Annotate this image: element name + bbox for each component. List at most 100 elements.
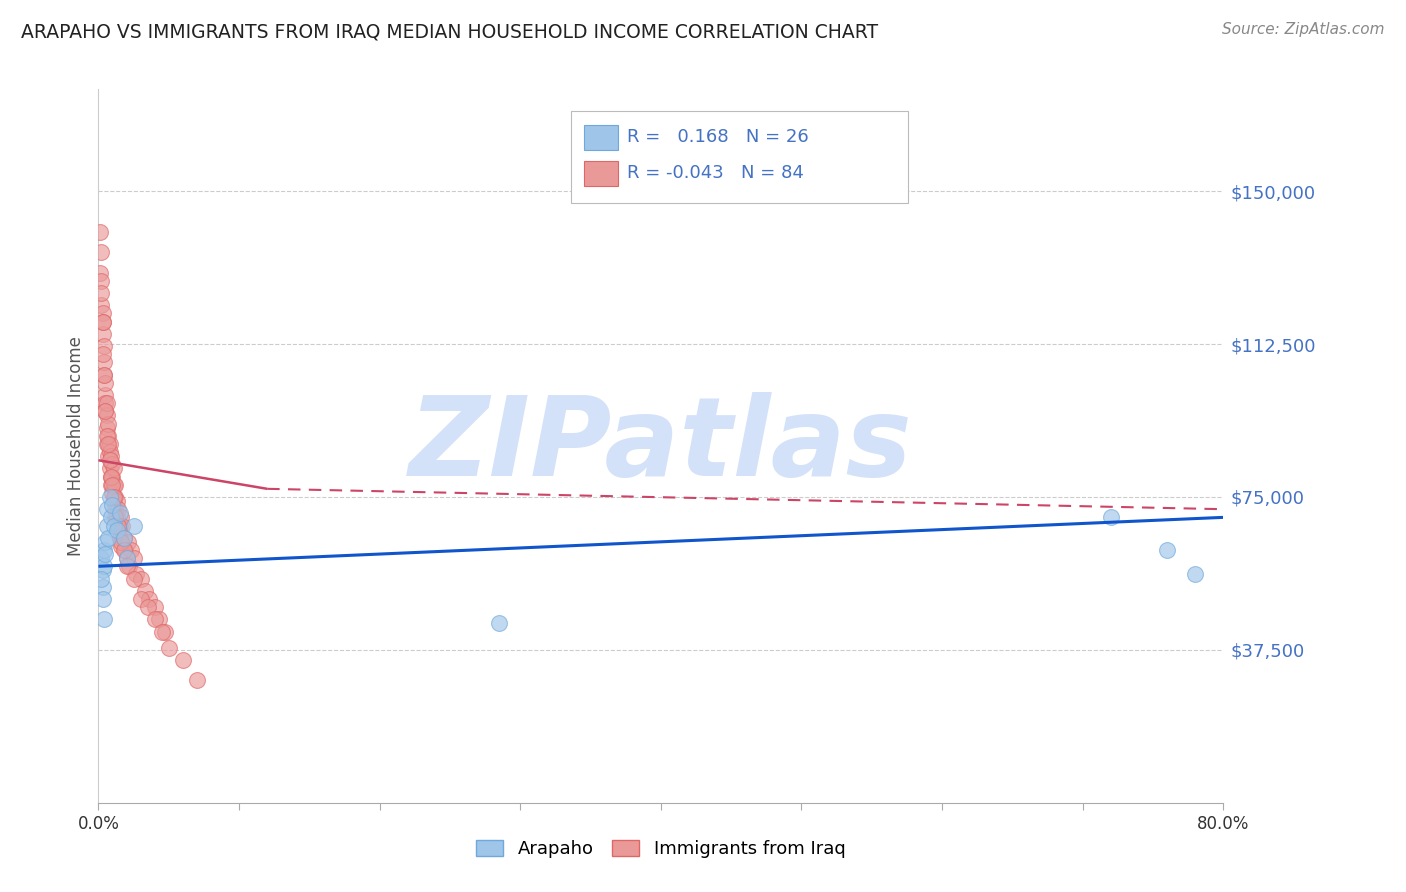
Point bbox=[122, 551, 145, 566]
Point bbox=[93, 368, 115, 382]
Point bbox=[97, 417, 120, 431]
Point bbox=[93, 368, 115, 382]
Point bbox=[103, 494, 125, 508]
Point bbox=[91, 563, 114, 577]
Point bbox=[94, 388, 117, 402]
Point bbox=[89, 266, 111, 280]
Point bbox=[94, 376, 117, 390]
Point bbox=[186, 673, 208, 688]
Point bbox=[93, 543, 115, 558]
Point bbox=[96, 396, 118, 410]
Point bbox=[488, 616, 510, 631]
Point bbox=[91, 306, 114, 320]
Point bbox=[96, 409, 118, 423]
Point bbox=[110, 534, 132, 549]
Point bbox=[108, 506, 131, 520]
Point bbox=[97, 531, 120, 545]
Point bbox=[91, 591, 114, 606]
Point bbox=[90, 274, 112, 288]
Point bbox=[91, 315, 114, 329]
Point bbox=[94, 396, 117, 410]
Point bbox=[91, 580, 114, 594]
Point bbox=[115, 559, 138, 574]
Point bbox=[122, 518, 145, 533]
Point bbox=[103, 477, 125, 491]
Point bbox=[118, 559, 141, 574]
Point bbox=[91, 347, 114, 361]
Point bbox=[93, 339, 115, 353]
Point bbox=[112, 543, 135, 558]
Point bbox=[104, 502, 127, 516]
Point bbox=[172, 653, 194, 667]
Point bbox=[150, 624, 173, 639]
Point bbox=[115, 551, 138, 566]
Point bbox=[97, 429, 120, 443]
Point bbox=[107, 518, 129, 533]
Point bbox=[100, 469, 122, 483]
Point bbox=[105, 494, 128, 508]
Point bbox=[105, 523, 128, 537]
Point bbox=[97, 449, 120, 463]
Point bbox=[157, 640, 180, 655]
Legend: Arapaho, Immigrants from Iraq: Arapaho, Immigrants from Iraq bbox=[470, 832, 852, 865]
Text: Source: ZipAtlas.com: Source: ZipAtlas.com bbox=[1222, 22, 1385, 37]
Text: ZIPatlas: ZIPatlas bbox=[409, 392, 912, 500]
Point bbox=[98, 437, 121, 451]
Point bbox=[98, 490, 121, 504]
Point bbox=[120, 543, 142, 558]
Point bbox=[125, 567, 148, 582]
Point bbox=[96, 429, 118, 443]
Point bbox=[94, 534, 117, 549]
Point bbox=[89, 225, 111, 239]
Point bbox=[90, 551, 112, 566]
Point bbox=[101, 469, 124, 483]
Point bbox=[91, 315, 114, 329]
Point bbox=[1099, 510, 1122, 524]
Point bbox=[100, 469, 122, 483]
Y-axis label: Median Household Income: Median Household Income bbox=[67, 336, 86, 556]
Point bbox=[93, 559, 115, 574]
Point bbox=[153, 624, 176, 639]
Point bbox=[90, 572, 112, 586]
Point bbox=[94, 404, 117, 418]
Point bbox=[103, 518, 125, 533]
Point bbox=[94, 404, 117, 418]
Point bbox=[96, 420, 118, 434]
Point bbox=[104, 510, 127, 524]
Point bbox=[90, 245, 112, 260]
Point bbox=[136, 600, 159, 615]
Point bbox=[110, 510, 132, 524]
Point bbox=[100, 449, 122, 463]
Point bbox=[96, 502, 118, 516]
Point bbox=[112, 531, 135, 545]
Point bbox=[107, 502, 129, 516]
FancyBboxPatch shape bbox=[571, 111, 908, 203]
Point bbox=[96, 518, 118, 533]
Point bbox=[98, 445, 121, 459]
Point bbox=[138, 591, 160, 606]
Point bbox=[90, 298, 112, 312]
Point bbox=[101, 498, 124, 512]
Point bbox=[129, 572, 152, 586]
Point bbox=[105, 510, 128, 524]
Point bbox=[98, 461, 121, 475]
Point bbox=[97, 437, 120, 451]
Point bbox=[107, 518, 129, 533]
Point bbox=[100, 510, 122, 524]
Point bbox=[143, 612, 166, 626]
Text: R = -0.043   N = 84: R = -0.043 N = 84 bbox=[627, 164, 804, 182]
Point bbox=[108, 531, 131, 545]
Point bbox=[94, 547, 117, 561]
Point bbox=[103, 490, 125, 504]
Point bbox=[90, 286, 112, 301]
Point bbox=[134, 583, 156, 598]
Point bbox=[1184, 567, 1206, 582]
Point bbox=[111, 518, 134, 533]
Point bbox=[129, 591, 152, 606]
Point bbox=[104, 477, 127, 491]
Point bbox=[101, 486, 124, 500]
Point bbox=[103, 461, 125, 475]
Point bbox=[117, 534, 139, 549]
Point bbox=[104, 490, 127, 504]
Point bbox=[96, 437, 118, 451]
